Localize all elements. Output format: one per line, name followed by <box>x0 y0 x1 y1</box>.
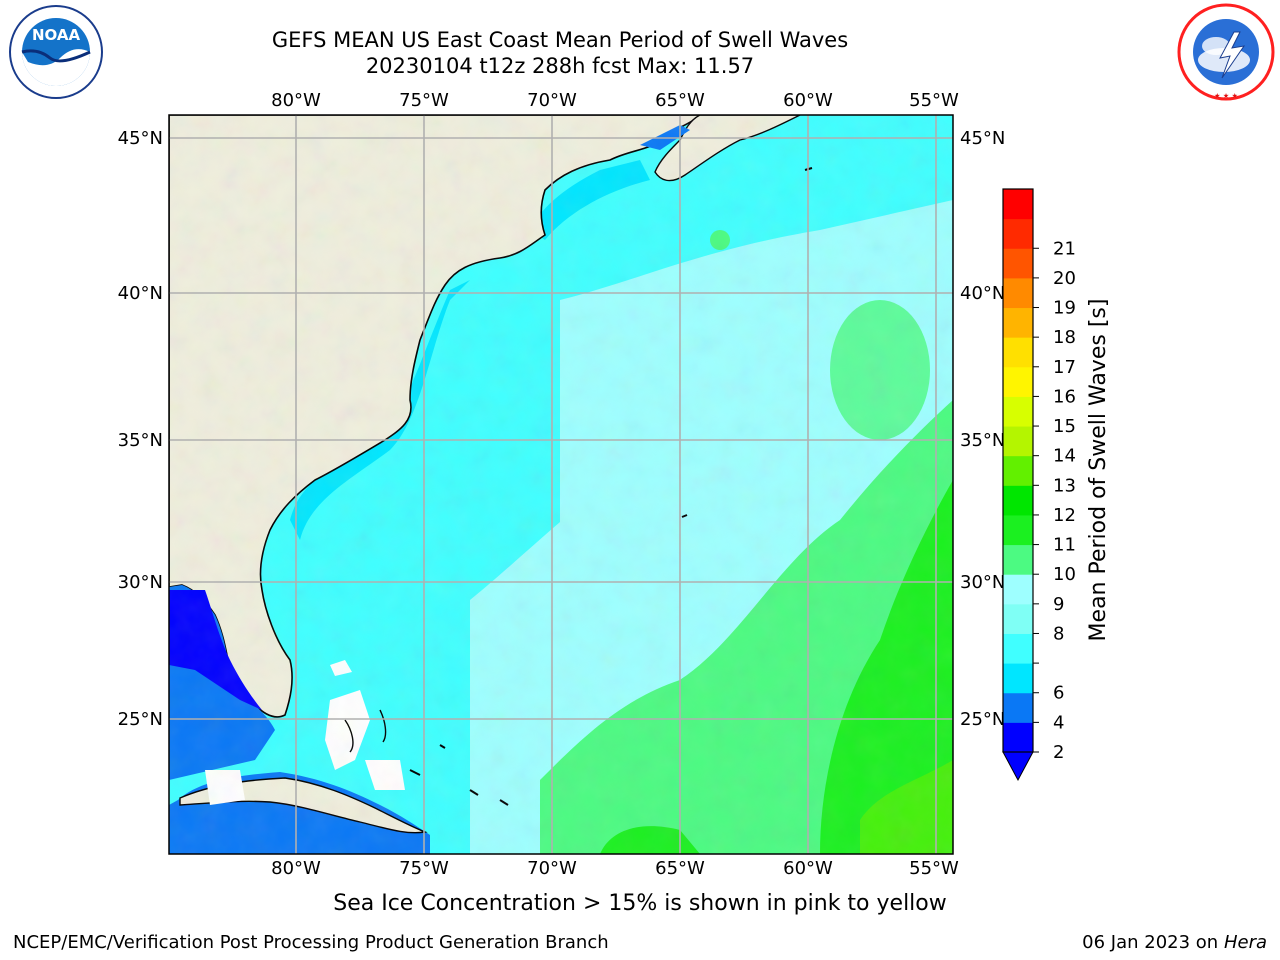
lon-label: 55°W <box>909 90 959 111</box>
lat-label: 30°N <box>118 572 163 593</box>
lon-label: 70°W <box>527 858 577 879</box>
lat-labels-right: 45°N 40°N 35°N 30°N 25°N <box>960 128 1005 730</box>
colorbar-segment <box>1003 485 1033 516</box>
colorbar-tick-label: 14 <box>1053 446 1076 467</box>
map-frame <box>168 114 954 855</box>
footer-right: 06 Jan 2023 on Hera <box>1082 932 1267 953</box>
colorbar-segment <box>1003 337 1033 368</box>
colorbar-frame <box>1002 188 1034 753</box>
colorbar-tick-label: 16 <box>1053 386 1076 407</box>
lon-label: 70°W <box>527 90 577 111</box>
colorbar-label: Mean Period of Swell Waves [s] <box>1086 299 1111 642</box>
colorbar-segment <box>1003 366 1033 397</box>
colorbar-tick-label: 10 <box>1053 564 1076 585</box>
lon-labels-top: 80°W 75°W 70°W 65°W 60°W 55°W <box>271 90 959 111</box>
colorbar-tick-label: 18 <box>1053 327 1076 348</box>
lon-label: 80°W <box>271 858 321 879</box>
colorbar-tick-label: 20 <box>1053 268 1076 289</box>
footer-machine: Hera <box>1223 932 1267 953</box>
lat-label: 35°N <box>118 430 163 451</box>
footer-left: NCEP/EMC/Verification Post Processing Pr… <box>13 932 609 953</box>
lat-label: 45°N <box>960 128 1005 149</box>
lon-label: 65°W <box>655 90 705 111</box>
colorbar-segment <box>1003 663 1033 694</box>
colorbar-tick-label: 15 <box>1053 416 1076 437</box>
colorbar-segment <box>1003 218 1033 249</box>
colorbar-tick-label: 21 <box>1053 238 1076 259</box>
colorbar-segment <box>1003 248 1033 279</box>
lon-label: 60°W <box>783 858 833 879</box>
colorbar: 2 4 6 8 9 10 11 12 13 14 15 16 17 18 19 20 21 Mean Perio… <box>1002 188 1111 782</box>
colorbar-segment <box>1003 544 1033 575</box>
footer-date: 06 Jan 2023 on <box>1082 932 1224 953</box>
lon-label: 65°W <box>655 858 705 879</box>
lat-label: 25°N <box>960 709 1005 730</box>
noaa-logo-icon: NOAA <box>9 5 103 99</box>
lon-label: 60°W <box>783 90 833 111</box>
colorbar-tick-label: 8 <box>1053 623 1064 644</box>
colorbar-segment <box>1003 396 1033 427</box>
lat-label: 45°N <box>118 128 163 149</box>
colorbar-tick-label: 19 <box>1053 298 1076 319</box>
lat-label: 35°N <box>960 430 1005 451</box>
lat-labels-left: 45°N 40°N 35°N 30°N 25°N <box>118 128 163 730</box>
lat-label: 40°N <box>118 283 163 304</box>
colorbar-tick-label: 13 <box>1053 475 1076 496</box>
colorbar-segment <box>1003 722 1033 753</box>
colorbar-under-arrow <box>1002 751 1034 782</box>
sea-ice-caption: Sea Ice Concentration > 15% is shown in … <box>333 891 947 916</box>
colorbar-segment <box>1003 692 1033 723</box>
colorbar-tick-label: 17 <box>1053 357 1076 378</box>
colorbar-tick-label: 2 <box>1053 742 1064 763</box>
colorbar-segment <box>1003 603 1033 634</box>
lat-label: 25°N <box>118 709 163 730</box>
colorbar-segment <box>1003 574 1033 605</box>
colorbar-segment <box>1003 189 1033 220</box>
chart-title: GEFS MEAN US East Coast Mean Period of S… <box>271 28 849 52</box>
colorbar-segment <box>1003 307 1033 338</box>
lon-label: 80°W <box>271 90 321 111</box>
colorbar-segment <box>1003 277 1033 309</box>
lat-label: 30°N <box>960 572 1005 593</box>
colorbar-segment <box>1003 455 1033 486</box>
lon-label: 75°W <box>399 858 449 879</box>
colorbar-tick-label: 9 <box>1053 594 1064 615</box>
colorbar-tick-label: 12 <box>1053 505 1076 526</box>
colorbar-segment <box>1003 426 1033 457</box>
svg-text:★ ★ ★: ★ ★ ★ <box>1214 92 1238 100</box>
lon-labels-bottom: 80°W 75°W 70°W 65°W 60°W 55°W <box>271 858 959 879</box>
lat-label: 40°N <box>960 283 1005 304</box>
nws-logo-icon: ★ ★ ★ <box>1177 3 1275 101</box>
colorbar-tick-label: 11 <box>1053 535 1076 556</box>
map-area <box>169 115 953 854</box>
lon-label: 55°W <box>909 858 959 879</box>
colorbar-segment <box>1003 633 1033 664</box>
lon-label: 75°W <box>399 90 449 111</box>
map-grid <box>169 115 953 854</box>
chart-subtitle: 20230104 t12z 288h fcst Max: 11.57 <box>365 54 755 78</box>
colorbar-tick-label: 6 <box>1053 683 1064 704</box>
colorbar-tick-label: 4 <box>1053 712 1064 733</box>
colorbar-segment <box>1003 514 1033 546</box>
noaa-logo-text: NOAA <box>32 26 81 44</box>
